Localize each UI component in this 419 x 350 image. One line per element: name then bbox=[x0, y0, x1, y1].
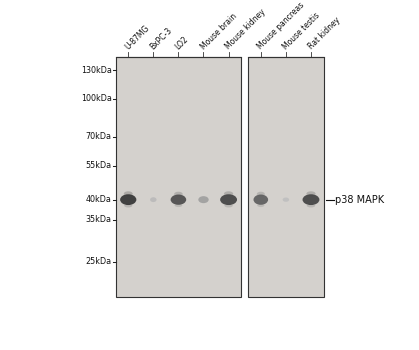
Ellipse shape bbox=[174, 203, 182, 207]
Ellipse shape bbox=[171, 195, 186, 205]
Ellipse shape bbox=[253, 195, 268, 205]
Ellipse shape bbox=[303, 194, 319, 205]
Text: 40kDa: 40kDa bbox=[86, 195, 112, 204]
Text: p38 MAPK: p38 MAPK bbox=[335, 195, 384, 205]
Text: Mouse kidney: Mouse kidney bbox=[224, 8, 267, 51]
Bar bbox=[248, 57, 323, 297]
Text: LO2: LO2 bbox=[173, 35, 190, 51]
Text: 70kDa: 70kDa bbox=[86, 132, 112, 141]
Ellipse shape bbox=[124, 204, 132, 208]
Text: Mouse pancreas: Mouse pancreas bbox=[256, 1, 306, 51]
Text: Mouse testis: Mouse testis bbox=[281, 11, 322, 51]
Text: 25kDa: 25kDa bbox=[85, 257, 112, 266]
Text: 100kDa: 100kDa bbox=[81, 94, 112, 103]
Text: 55kDa: 55kDa bbox=[85, 161, 112, 170]
Ellipse shape bbox=[220, 194, 237, 205]
Ellipse shape bbox=[257, 192, 265, 196]
Ellipse shape bbox=[306, 191, 316, 196]
Ellipse shape bbox=[224, 204, 233, 208]
Ellipse shape bbox=[257, 203, 264, 207]
Ellipse shape bbox=[124, 191, 133, 196]
Ellipse shape bbox=[120, 194, 136, 205]
Ellipse shape bbox=[224, 191, 233, 196]
Bar bbox=[116, 57, 241, 297]
Ellipse shape bbox=[174, 192, 183, 196]
Text: Rat kidney: Rat kidney bbox=[306, 16, 341, 51]
Text: Mouse brain: Mouse brain bbox=[199, 12, 238, 51]
Ellipse shape bbox=[283, 197, 289, 202]
Text: U-87MG: U-87MG bbox=[124, 23, 151, 51]
Ellipse shape bbox=[198, 196, 209, 203]
Text: 130kDa: 130kDa bbox=[81, 66, 112, 75]
Ellipse shape bbox=[150, 197, 157, 202]
Text: BxPC-3: BxPC-3 bbox=[149, 26, 174, 51]
Text: 35kDa: 35kDa bbox=[86, 215, 112, 224]
Ellipse shape bbox=[307, 204, 315, 208]
